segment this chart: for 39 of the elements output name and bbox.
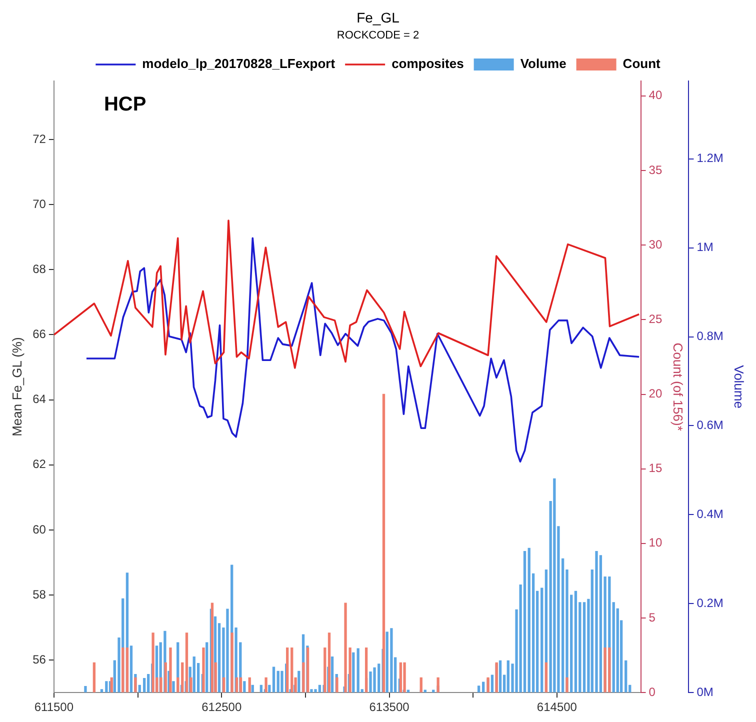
y3-tick-label: 1M bbox=[696, 240, 714, 254]
y2-tick-label: 30 bbox=[648, 237, 662, 252]
legend-label: composites bbox=[392, 56, 464, 72]
y2-axis-title: Count (of 156)* bbox=[670, 342, 686, 431]
y3-tick-label: 1.2M bbox=[696, 151, 724, 166]
x-tick-label: 612500 bbox=[202, 700, 242, 714]
x-tick-label: 611500 bbox=[34, 700, 74, 714]
y3-tick-label: 0.2M bbox=[696, 596, 724, 610]
legend-label: Volume bbox=[520, 56, 566, 72]
y-tick-label: 58 bbox=[32, 587, 46, 602]
y-tick-label: 66 bbox=[32, 327, 46, 342]
x-tick-label: 614500 bbox=[536, 700, 578, 714]
y-tick-label: 64 bbox=[32, 392, 46, 406]
y2-tick-label: 10 bbox=[648, 536, 662, 550]
annotation: HCP bbox=[104, 94, 146, 116]
legend-label: Count bbox=[622, 56, 662, 72]
y2-tick-label: 5 bbox=[648, 610, 656, 624]
y2-tick-label: 25 bbox=[648, 312, 662, 326]
y3-axis-title: Volume bbox=[732, 365, 747, 408]
y-tick-label: 56 bbox=[32, 652, 46, 666]
y2-tick-label: 40 bbox=[648, 88, 662, 102]
y-tick-label: 60 bbox=[32, 522, 46, 536]
y2-tick-label: 0 bbox=[648, 684, 656, 699]
y2-tick-label: 35 bbox=[648, 162, 662, 177]
y3-tick-label: 0.6M bbox=[696, 418, 724, 432]
y3-tick-label: 0.8M bbox=[696, 329, 724, 344]
y-tick-label: 62 bbox=[32, 457, 46, 472]
y-axis-title: Mean Fe_GL (%) bbox=[9, 337, 24, 436]
y-tick-label: 68 bbox=[32, 262, 46, 276]
y3-tick-label: 0.4M bbox=[696, 506, 724, 521]
y2-tick-label: 20 bbox=[648, 386, 662, 401]
chart-subtitle: ROCKCODE = 2 bbox=[336, 29, 420, 42]
chart-title: Fe_GL bbox=[356, 9, 400, 26]
y-tick-label: 70 bbox=[32, 196, 46, 211]
y3-tick-label: 0M bbox=[696, 684, 714, 699]
y-tick-label: 72 bbox=[32, 132, 46, 146]
legend-label: modelo_lp_20170828_LFexport bbox=[142, 56, 336, 72]
y2-tick-label: 15 bbox=[648, 461, 662, 476]
x-tick-label: 613500 bbox=[369, 700, 410, 714]
